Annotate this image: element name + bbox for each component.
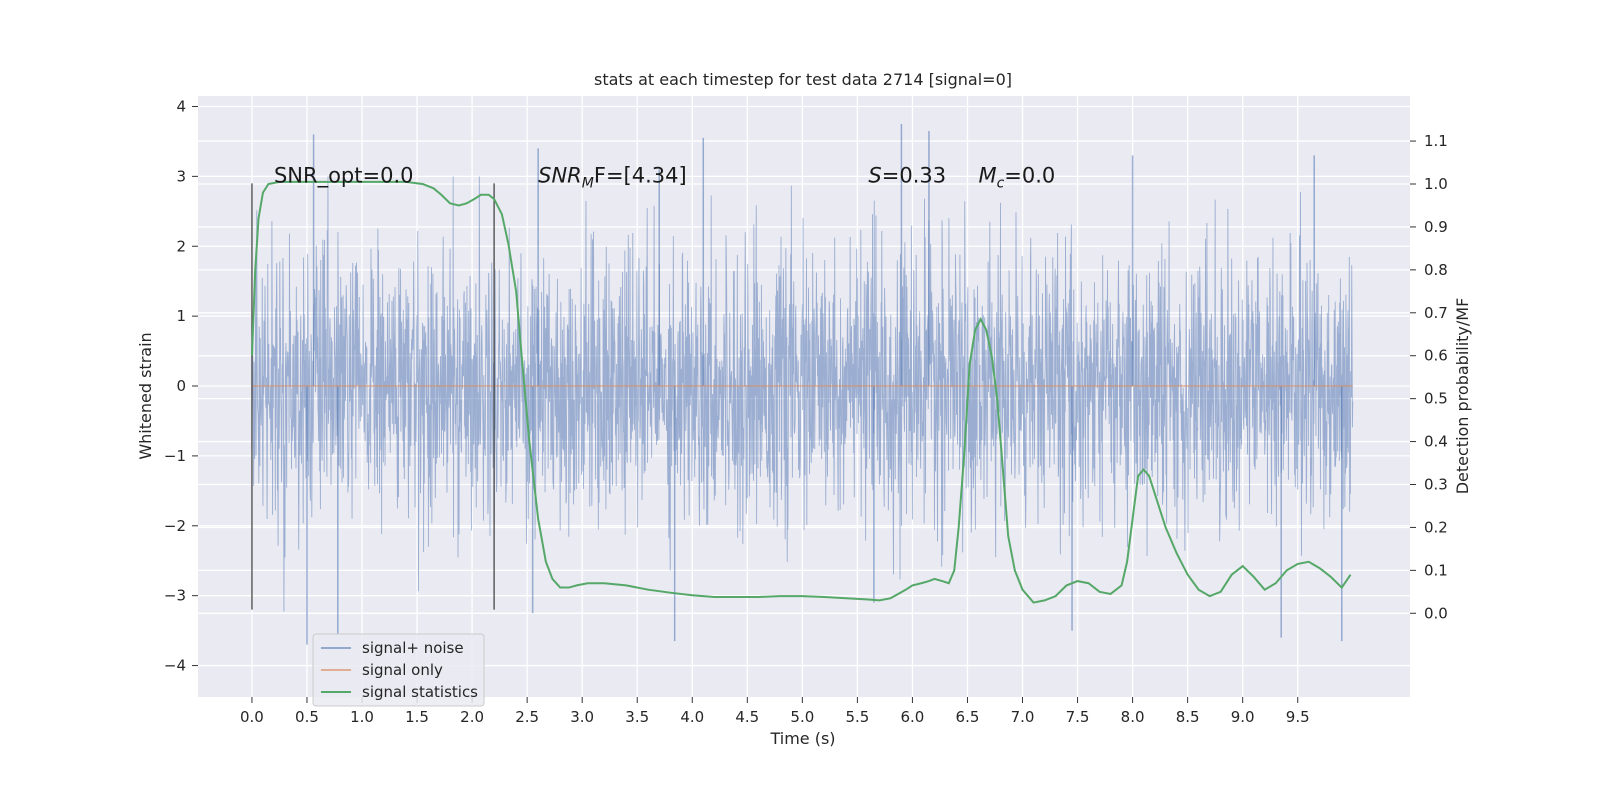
y-axis-ticks: −4 −3 −2 −1 0 1 2 3 4 (164, 97, 198, 675)
statistics-line (250, 180, 1352, 604)
x-tick-label: 8.0 (1121, 708, 1145, 726)
series-signal-statistics (250, 180, 1352, 604)
x-tick-label: 7.0 (1011, 708, 1035, 726)
y-right-tick-label: 0.6 (1424, 347, 1448, 365)
x-tick-label: 5.5 (845, 708, 869, 726)
y-right-tick-label: 0.2 (1424, 518, 1448, 536)
x-axis-ticks: 0.0 0.5 1.0 1.5 2.0 2.5 3.0 3.5 4.0 4.5 5.0 5.5 6.0 6… (240, 697, 1310, 726)
x-tick-label: 4.0 (680, 708, 704, 726)
y-tick-label: −1 (164, 447, 186, 465)
y-tick-label: 1 (176, 307, 186, 325)
annotation: SNR_opt=0.0 (274, 163, 414, 188)
x-tick-label: 5.0 (790, 708, 814, 726)
y-tick-label: 3 (176, 167, 186, 185)
y-tick-label: 4 (176, 97, 186, 115)
noise-trace (251, 176, 1354, 612)
x-tick-label: 3.0 (570, 708, 594, 726)
y-tick-label: 2 (176, 237, 186, 255)
y-right-axis-label: Detection probability/MF (1453, 298, 1472, 495)
y-tick-label: −4 (164, 657, 186, 675)
series-signal-noise (251, 123, 1354, 645)
y-right-tick-label: 0.7 (1424, 304, 1448, 322)
x-tick-label: 1.5 (405, 708, 429, 726)
x-tick-label: 9.5 (1286, 708, 1310, 726)
x-tick-label: 6.0 (901, 708, 925, 726)
annotation: Mc=0.0 (978, 163, 1055, 191)
y-right-tick-label: 0.8 (1424, 261, 1448, 279)
y-right-tick-label: 0.0 (1424, 604, 1448, 622)
legend-label-noise: signal+ noise (362, 639, 464, 657)
annotations: SNR_opt=0.0 SNRMF=[4.34] S=0.33 Mc=0.0 (274, 163, 1055, 191)
x-tick-label: 0.0 (240, 708, 264, 726)
x-tick-label: 1.0 (350, 708, 374, 726)
y-tick-label: −3 (164, 587, 186, 605)
y-right-tick-label: 0.9 (1424, 218, 1448, 236)
legend-box (312, 633, 485, 707)
x-tick-label: 0.5 (295, 708, 319, 726)
x-tick-label: 8.5 (1176, 708, 1200, 726)
x-tick-label: 9.0 (1231, 708, 1255, 726)
legend-label-signal: signal only (362, 661, 443, 679)
y-axis-label: Whitened strain (136, 332, 155, 459)
legend: signal+ noise signal only signal statist… (312, 633, 485, 707)
y-right-tick-label: 1.1 (1424, 132, 1448, 150)
x-tick-label: 7.5 (1066, 708, 1090, 726)
x-axis-label: Time (s) (769, 729, 835, 748)
x-tick-label: 3.5 (625, 708, 649, 726)
y-tick-label: −2 (164, 517, 186, 535)
annotation: S=0.33 (868, 163, 946, 187)
legend-label-stats: signal statistics (362, 683, 478, 701)
y-right-tick-label: 1.0 (1424, 175, 1448, 193)
chart-title: stats at each timestep for test data 271… (594, 70, 1012, 89)
y-right-axis-ticks: 0.0 0.1 0.2 0.3 0.4 0.5 0.6 0.7 0.8 0.9 1.0 1.1 (1410, 132, 1448, 622)
x-tick-label: 2.0 (460, 708, 484, 726)
vertical-markers (251, 183, 495, 610)
y-right-tick-label: 0.4 (1424, 433, 1448, 451)
y-tick-label: 0 (176, 377, 186, 395)
y-right-tick-label: 0.5 (1424, 390, 1448, 408)
x-tick-label: 4.5 (735, 708, 759, 726)
annotation: SNRMF=[4.34] (538, 163, 687, 191)
y-right-tick-label: 0.3 (1424, 476, 1448, 494)
y-right-tick-label: 0.1 (1424, 561, 1448, 579)
x-tick-label: 6.5 (956, 708, 980, 726)
x-tick-label: 2.5 (515, 708, 539, 726)
